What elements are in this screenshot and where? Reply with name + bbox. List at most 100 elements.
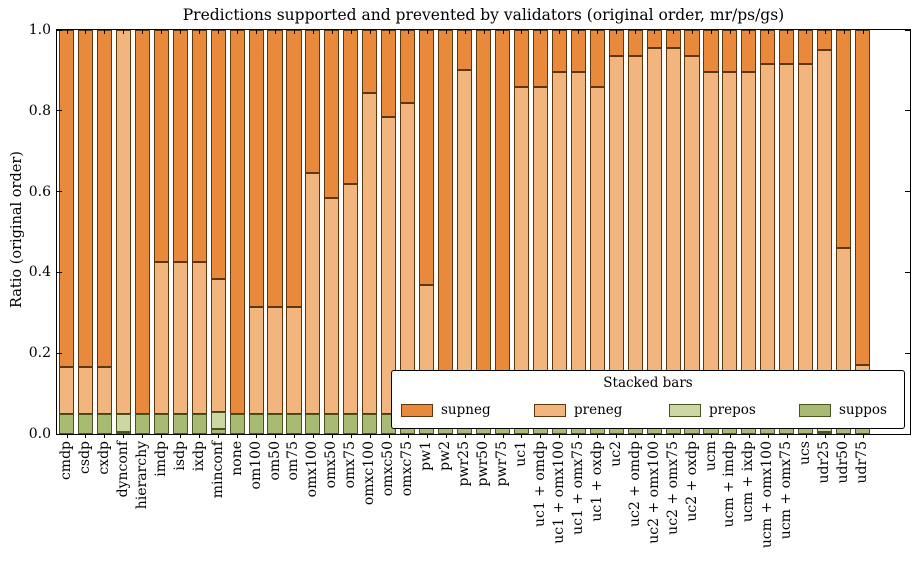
legend-entry-suppos: suppos <box>799 402 919 420</box>
bar-segment-preneg <box>191 262 207 414</box>
x-tick-bottom <box>635 434 637 438</box>
bar-segment-suppos <box>267 413 283 434</box>
x-tick-top <box>293 30 295 34</box>
x-tick-top <box>180 30 182 34</box>
x-tick-top <box>578 30 580 34</box>
bar-segment-supneg <box>77 30 94 368</box>
x-tick-top <box>161 30 163 34</box>
x-tick-bottom <box>521 434 523 438</box>
bar-segment-preneg <box>532 86 548 414</box>
x-tick-label: uc1 + omdp <box>531 441 548 528</box>
y-tick-label: 0.6 <box>28 183 51 200</box>
bar-segment-prepos <box>115 413 131 432</box>
y-tick-left <box>57 29 62 31</box>
x-tick-label: uc2 + omdp <box>626 441 643 528</box>
bar-segment-suppos <box>248 413 264 434</box>
bar-segment-preneg <box>115 30 131 414</box>
x-tick-bottom <box>407 434 409 438</box>
bar-segment-suppos <box>172 413 188 434</box>
x-tick-bottom <box>85 434 87 438</box>
x-tick-label: ucm + omx100 <box>759 441 776 549</box>
legend-entry-prepos: prepos <box>669 402 789 420</box>
x-tick-bottom <box>199 434 201 438</box>
x-tick-top <box>692 30 693 34</box>
x-tick-label: pw2 <box>437 441 454 471</box>
bar-segment-preneg <box>551 72 567 414</box>
x-tick-bottom <box>578 434 580 438</box>
suppos-swatch <box>799 404 831 417</box>
legend-label: supneg <box>441 402 491 418</box>
x-tick-label: omx50 <box>323 441 340 489</box>
x-tick-label: udr50 <box>835 441 852 484</box>
bar-segment-supneg <box>475 30 492 414</box>
x-tick-bottom <box>862 434 864 438</box>
y-tick-label: 0.2 <box>28 345 51 362</box>
preneg-swatch <box>534 404 566 417</box>
bar-segment-supneg <box>362 30 378 93</box>
x-tick-bottom <box>66 434 68 438</box>
bar-segment-suppos <box>96 413 112 434</box>
x-tick-top <box>407 30 409 34</box>
x-tick-label: cxdp <box>95 441 112 475</box>
bar-segment-preneg <box>779 64 795 414</box>
bar-segment-supneg <box>419 30 435 285</box>
x-tick-top <box>275 30 276 34</box>
bar-segment-preneg <box>627 56 643 414</box>
bar-segment-preneg <box>400 102 416 414</box>
x-tick-bottom <box>331 434 333 438</box>
x-tick-bottom <box>142 434 144 438</box>
bar-segment-supneg <box>96 30 112 368</box>
x-tick-label: udr75 <box>854 441 871 484</box>
x-tick-label: minconf <box>209 441 226 499</box>
x-tick-label: ixdp <box>190 441 207 472</box>
y-tick-label: 0.0 <box>28 426 51 442</box>
bar-segment-suppos <box>191 413 207 434</box>
y-tick-right <box>905 271 910 273</box>
bar-segment-suppos <box>77 413 94 434</box>
x-tick-bottom <box>786 434 788 438</box>
x-tick-bottom <box>843 434 845 438</box>
bar-segment-prepos <box>210 411 226 429</box>
bar-segment-suppos <box>134 413 150 434</box>
bar-segment-supneg <box>248 30 264 307</box>
x-tick-label: omxc75 <box>399 441 416 497</box>
bar-segment-suppos <box>286 413 302 434</box>
bar-segment-supneg <box>855 30 871 366</box>
bar-segment-supneg <box>286 30 302 307</box>
bar-segment-suppos <box>362 413 378 434</box>
bar-segment-preneg <box>58 367 75 414</box>
x-tick-bottom <box>654 434 656 438</box>
x-tick-top <box>786 30 788 34</box>
y-tick-left <box>57 110 62 112</box>
x-tick-bottom <box>123 434 125 438</box>
y-tick-right <box>905 110 910 112</box>
x-tick-top <box>312 30 314 34</box>
x-tick-label: omx75 <box>342 441 359 489</box>
x-tick-bottom <box>350 434 352 438</box>
x-tick-label: ucs <box>797 441 814 466</box>
x-tick-label: uc1 + omx75 <box>569 441 586 535</box>
bar-segment-supneg <box>760 30 776 65</box>
y-axis-title: Ratio (original order) <box>9 151 25 308</box>
x-tick-bottom <box>293 434 295 438</box>
bar-segment-preneg <box>286 306 302 414</box>
y-tick-left <box>57 191 62 193</box>
bar-segment-preneg <box>457 70 473 414</box>
bar-segment-suppos <box>210 428 226 434</box>
x-tick-label: uc2 + omx75 <box>664 441 681 535</box>
x-tick-label: om50 <box>266 441 283 481</box>
bar-segment-supneg <box>741 30 757 73</box>
x-tick-bottom <box>767 434 769 438</box>
x-tick-label: uc1 + omx100 <box>550 441 567 544</box>
x-tick-bottom <box>692 434 693 438</box>
x-tick-top <box>521 30 523 34</box>
bar-segment-preneg <box>703 72 719 414</box>
bar-segment-supneg <box>570 30 586 73</box>
x-tick-bottom <box>483 434 485 438</box>
legend-label: suppos <box>839 402 887 418</box>
x-tick-bottom <box>218 434 220 438</box>
bar-segment-supneg <box>836 30 852 249</box>
x-tick-top <box>199 30 201 34</box>
x-tick-label: pwr75 <box>494 441 510 487</box>
x-tick-bottom <box>161 434 163 438</box>
